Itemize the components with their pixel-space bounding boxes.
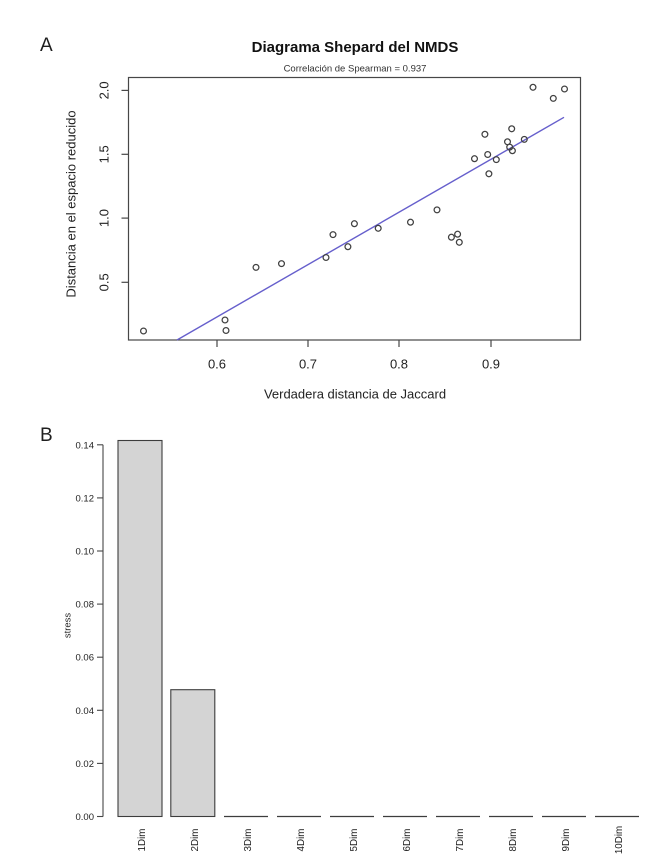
- svg-text:0.8: 0.8: [390, 357, 408, 372]
- svg-text:0.10: 0.10: [76, 547, 95, 558]
- svg-text:0.06: 0.06: [76, 653, 95, 664]
- svg-text:0.14: 0.14: [76, 440, 95, 451]
- svg-text:0.00: 0.00: [76, 812, 95, 823]
- svg-text:Diagrama Shepard del NMDS: Diagrama Shepard del NMDS: [252, 39, 459, 56]
- svg-text:10Dim: 10Dim: [614, 826, 625, 854]
- svg-text:2.0: 2.0: [97, 81, 112, 99]
- svg-text:2Dim: 2Dim: [190, 829, 201, 852]
- svg-text:0.6: 0.6: [208, 357, 226, 372]
- svg-text:Correlación de Spearman = 0.93: Correlación de Spearman = 0.937: [284, 64, 427, 75]
- svg-text:0.5: 0.5: [97, 273, 112, 291]
- svg-text:5Dim: 5Dim: [349, 829, 360, 852]
- svg-text:9Dim: 9Dim: [561, 829, 572, 852]
- svg-text:stress: stress: [63, 613, 74, 639]
- svg-text:0.04: 0.04: [76, 706, 95, 717]
- svg-text:Verdadera distancia de Jaccard: Verdadera distancia de Jaccard: [264, 387, 446, 402]
- svg-text:1.0: 1.0: [97, 209, 112, 227]
- svg-text:B: B: [40, 425, 53, 446]
- svg-text:1Dim: 1Dim: [137, 829, 148, 852]
- svg-text:0.02: 0.02: [76, 759, 95, 770]
- svg-text:Distancia en el espacio reduci: Distancia en el espacio reducido: [64, 110, 79, 297]
- svg-text:7Dim: 7Dim: [455, 829, 466, 852]
- svg-text:0.7: 0.7: [299, 357, 317, 372]
- svg-text:6Dim: 6Dim: [402, 829, 413, 852]
- svg-text:4Dim: 4Dim: [296, 829, 307, 852]
- svg-text:0.08: 0.08: [76, 600, 95, 611]
- svg-text:0.9: 0.9: [482, 357, 500, 372]
- svg-text:0.12: 0.12: [76, 493, 95, 504]
- svg-text:1.5: 1.5: [97, 145, 112, 163]
- svg-text:A: A: [40, 35, 53, 56]
- svg-text:8Dim: 8Dim: [508, 829, 519, 852]
- svg-text:3Dim: 3Dim: [243, 829, 254, 852]
